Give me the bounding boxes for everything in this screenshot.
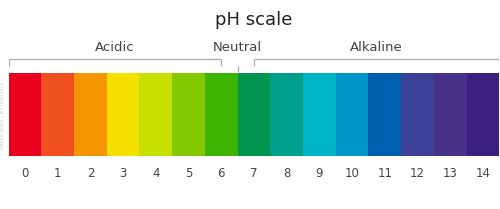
Bar [401,73,434,156]
Bar [466,73,500,156]
Text: Alkaline: Alkaline [350,41,403,54]
Text: pH scale: pH scale [216,11,292,29]
Bar [42,73,74,156]
Text: 6: 6 [218,167,225,180]
Text: 7: 7 [250,167,258,180]
Text: 10: 10 [344,167,360,180]
Bar [434,73,466,156]
Text: 13: 13 [443,167,458,180]
Bar [140,73,172,156]
Text: 11: 11 [378,167,392,180]
Bar [74,73,106,156]
Text: 4: 4 [152,167,160,180]
Text: Acidic: Acidic [95,41,134,54]
Bar [336,73,368,156]
Bar [303,73,336,156]
Text: Neutral: Neutral [213,41,262,54]
Text: 9: 9 [316,167,323,180]
Text: 2: 2 [86,167,94,180]
Bar [8,73,42,156]
Text: Adobe Stock | #578502472: Adobe Stock | #578502472 [0,81,5,149]
Bar [238,73,270,156]
Text: 0: 0 [22,167,29,180]
Text: 3: 3 [120,167,127,180]
Bar [106,73,140,156]
Bar [368,73,401,156]
Bar [270,73,303,156]
Text: 8: 8 [283,167,290,180]
Bar [205,73,238,156]
Text: 5: 5 [185,167,192,180]
Text: 14: 14 [476,167,490,180]
Text: 1: 1 [54,167,62,180]
Bar [172,73,205,156]
Text: 12: 12 [410,167,425,180]
